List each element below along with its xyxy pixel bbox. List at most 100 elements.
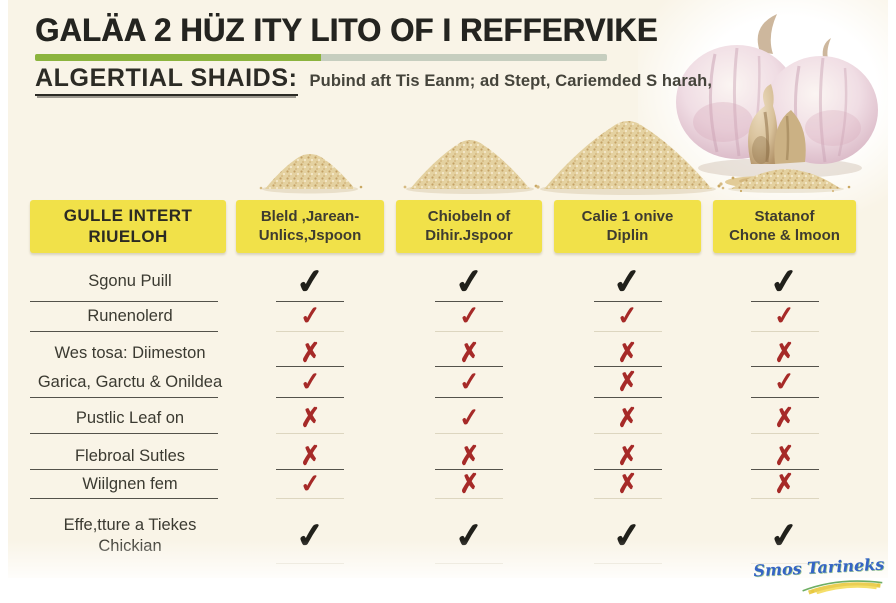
check-icon: ✓ [615,301,640,332]
mark-cell: ✓ [230,260,390,303]
mark-cell: ✗ [390,468,548,499]
check-icon: ✓ [298,468,322,499]
subtitle: ALGERTIAL SHAIDS: Pubind aft Tis Eanm; ad… [35,64,755,96]
row-label-text: Wiilgnen fem [82,474,178,493]
x-icon: ✗ [457,337,481,368]
header-text: Bleld ,Jarean- [260,208,360,226]
wheat-swoosh-icon [802,580,883,595]
row-label: Pustlic Leaf on [30,404,230,434]
x-icon: ✗ [298,337,322,368]
mark-cell: ✓ [548,301,707,332]
check-icon: ✓ [457,301,481,332]
check-icon: ✓ [457,403,481,434]
x-icon: ✗ [457,440,481,471]
x-icon: ✗ [772,468,797,499]
header-text: Diplin [606,226,649,244]
subtitle-text: Pubind aft Tis Eanm; ad Stept, Cariemded… [309,72,713,90]
mark-cell: ✓ [230,366,390,398]
row-label: Runenolerd [30,302,230,332]
header-cell-col3: Calie 1 onive Diplin [554,200,701,253]
header-cell-col2: Chiobeln of Dihir.Jspoor [396,200,542,253]
header-text: Dihir.Jspoor [425,226,513,244]
mark-cell: ✗ [230,403,390,434]
powder-pile-medium [403,140,538,194]
header-cell-col4: Statanof Chone & lmoon [713,200,856,253]
x-icon: ✗ [298,403,322,434]
mark-cell: ✗ [548,337,707,368]
powder-scatter [721,169,851,193]
row-label-text: Pustlic Leaf on [75,409,185,428]
table-row: Pustlic Leaf on ✗ ✓ ✗ ✗ [30,403,862,434]
mark-cell: ✓ [390,260,548,303]
powder-pile-large [536,121,721,195]
mark-cell: ✓ [230,301,390,332]
header-text: Unlics,Jspoon [258,226,362,244]
x-icon: ✗ [772,337,797,368]
header-text: Chiobeln of [427,208,511,226]
table-row: Wes tosa: Diimeston ✗ ✗ ✗ ✗ [30,337,862,368]
powder-pile-small [259,154,363,194]
header-text: Calie 1 onive [581,208,674,226]
mark-cell: ✗ [707,468,862,499]
mark-cell: ✓ [390,403,548,434]
mark-cell: ✗ [548,403,707,434]
mark-cell: ✓ [548,260,707,303]
mark-cell: ✓ [390,366,548,398]
table-row: Sgonu Puill ✓ ✓ ✓ ✓ [30,260,862,303]
mark-cell: ✗ [707,440,862,471]
garlic-bulbs-photo [676,14,878,190]
mark-cell: ✗ [548,468,707,499]
header-text: Statanof [754,208,815,226]
header-cell-row-titles: GULLE INTERT RIUELOH [30,200,226,253]
table-row: Garica, Garctu & Onildea ✓ ✓ ✗ ✓ [30,366,862,398]
check-icon: ✓ [768,260,802,302]
mark-cell: ✓ [707,366,862,398]
row-label-text: Wes tosa: Diimeston [54,343,206,362]
header-text: Chone & lmoon [729,226,840,244]
table-row: Wiilgnen fem ✓ ✗ ✗ ✗ [30,468,862,499]
mark-cell: ✗ [390,440,548,471]
brand-logo: Smos Tarineks [753,555,885,603]
x-icon: ✗ [615,403,640,434]
check-icon: ✓ [611,260,645,302]
title-underline-bar [35,54,607,61]
check-icon: ✓ [772,301,797,332]
mark-cell: ✗ [548,440,707,471]
x-icon: ✗ [457,468,481,499]
mark-cell: ✓ [707,301,862,332]
check-icon: ✓ [298,366,322,397]
header-cell-col1: Bleld ,Jarean- Unlics,Jspoon [236,200,384,253]
x-icon: ✗ [615,440,640,471]
row-label-text: Flebroal Sutles [74,446,186,465]
row-label: Wiilgnen fem [30,470,230,499]
x-icon: ✗ [615,337,640,368]
bottom-fade [0,540,896,600]
x-icon: ✗ [615,468,640,499]
mark-cell: ✓ [230,468,390,499]
check-icon: ✓ [298,301,322,332]
subtitle-label: ALGERTIAL SHAIDS: [35,64,298,96]
mark-cell: ✓ [707,260,862,303]
powder-piles-illustration [259,121,851,195]
row-label-text: Garica, Garctu & Onildea [37,372,223,391]
table-row: Flebroal Sutles ✗ ✗ ✗ ✗ [30,440,862,471]
row-label-text: Effe,tture a Tiekes [63,515,197,534]
row-label: Garica, Garctu & Onildea [30,367,230,398]
x-icon: ✗ [615,366,640,397]
table-header-row: GULLE INTERT RIUELOH Bleld ,Jarean- Unli… [30,200,862,253]
mark-cell: ✗ [707,403,862,434]
check-icon: ✓ [452,260,486,302]
check-icon: ✓ [457,366,481,397]
mark-cell: ✓ [390,301,548,332]
row-label: Wes tosa: Diimeston [30,340,230,367]
mark-cell: ✗ [548,366,707,398]
mark-cell: ✗ [707,337,862,368]
mark-cell: ✗ [390,337,548,368]
check-icon: ✓ [293,260,327,302]
row-label: Flebroal Sutles [30,443,230,470]
x-icon: ✗ [772,403,797,434]
mark-cell: ✗ [230,440,390,471]
page-title: GALÄA 2 HÜZ ITY LITO OF I REFFERVIKE [35,12,658,49]
table-body: Sgonu Puill ✓ ✓ ✓ ✓ Runenolerd ✓ ✓ ✓ ✓ W… [30,260,862,564]
x-icon: ✗ [772,440,797,471]
